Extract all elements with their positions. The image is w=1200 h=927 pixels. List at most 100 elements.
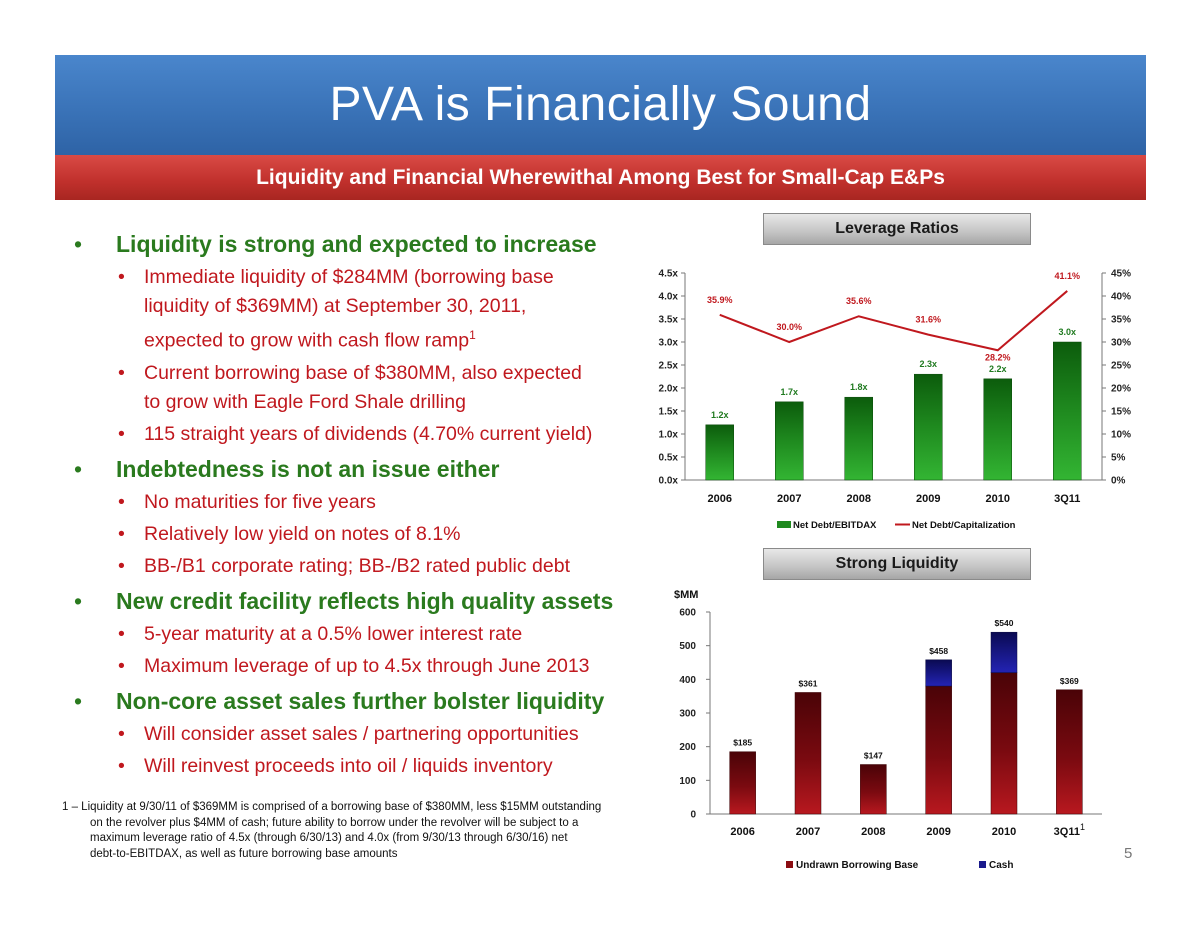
bullet-dot-icon: • <box>74 455 83 482</box>
liquidity-y-label: $MM <box>674 589 698 601</box>
sub-bullet-line: Relatively low yield on notes of 8.1% <box>144 522 461 545</box>
undrawn-borrowing-base-bar <box>860 764 887 815</box>
right-tick-label: 25% <box>1111 361 1131 372</box>
left-tick-label: 2.5x <box>659 361 679 372</box>
leverage-bar <box>983 378 1012 481</box>
sub-bullet-dot-icon: • <box>118 422 125 445</box>
footnote-line: 1 – Liquidity at 9/30/11 of $369MM is co… <box>62 801 602 813</box>
right-tick-label: 20% <box>1111 384 1131 395</box>
liquidity-category-label: 2008 <box>861 826 885 838</box>
y-tick-label: 400 <box>679 675 696 686</box>
leverage-category-label: 2009 <box>916 493 940 505</box>
leverage-bar-label: 1.2x <box>711 410 729 420</box>
sub-bullet-line: Maximum leverage of up to 4.5x through J… <box>144 654 590 677</box>
capitalization-point-label: 41.1% <box>1054 271 1080 281</box>
sub-bullet-dot-icon: • <box>118 554 125 577</box>
liquidity-category-label: 2007 <box>796 826 820 838</box>
capitalization-point-label: 31.6% <box>915 315 941 325</box>
sub-bullet-dot-icon: • <box>118 754 125 777</box>
leverage-bar-label: 3.0x <box>1058 327 1076 337</box>
sub-bullet-dot-icon: • <box>118 490 125 513</box>
sub-bullet-line: BB-/B1 corporate rating; BB-/B2 rated pu… <box>144 554 570 577</box>
footnote-line: maximum leverage ratio of 4.5x (through … <box>90 832 568 844</box>
left-tick-label: 3.0x <box>659 338 679 349</box>
sub-bullet-dot-icon: • <box>118 361 125 384</box>
liquidity-total-label: $147 <box>864 751 883 761</box>
footnote-line: debt-to-EBITDAX, as well as future borro… <box>90 847 398 860</box>
strong-liquidity-chart: $MM 0 100 200 300 400 500 600 $185 2006 $361 2007 $1… <box>674 589 1102 871</box>
left-tick-label: 2.0x <box>659 384 679 395</box>
right-tick-label: 30% <box>1111 338 1131 349</box>
liquidity-category-label: 2010 <box>992 826 1016 838</box>
liquidity-total-label: $540 <box>995 618 1014 628</box>
sub-bullet: • Will reinvest proceeds into oil / liqui… <box>68 752 648 781</box>
right-tick-label: 15% <box>1111 407 1131 418</box>
legend-label-net-debt-ebitdax: Net Debt/EBITDAX <box>793 520 877 531</box>
y-tick-label: 300 <box>679 709 696 720</box>
bullet-dot-icon: • <box>74 687 83 714</box>
cash-bar <box>925 659 952 687</box>
undrawn-borrowing-base-bar <box>1056 689 1083 815</box>
undrawn-borrowing-base-bar <box>794 692 822 815</box>
liquidity-total-label: $369 <box>1060 676 1079 686</box>
left-tick-label: 4.0x <box>659 292 679 303</box>
right-tick-label: 5% <box>1111 453 1126 464</box>
undrawn-borrowing-base-bar <box>925 685 952 815</box>
sub-bullet: • Immediate liquidity of $284MM (borrowin… <box>68 263 648 356</box>
liquidity-category-label: 3Q111 <box>1054 822 1085 838</box>
capitalization-line <box>719 290 1068 352</box>
sub-bullet-dot-icon: • <box>118 722 125 745</box>
liquidity-total-label: $185 <box>733 738 752 748</box>
capitalization-point-label: 35.9% <box>707 295 733 305</box>
y-tick-label: 200 <box>679 742 696 753</box>
leverage-ratios-chart: 0.0x 0.5x 1.0x 1.5x 2.0x 2.5x 3.0x 3.5x 4.0x 4.5x… <box>659 269 1132 532</box>
sub-bullet-line: 115 straight years of dividends (4.70% c… <box>144 422 593 445</box>
slide-subtitle: Liquidity and Financial Wherewithal Amon… <box>256 166 945 189</box>
capitalization-point-label: 30.0% <box>776 322 802 332</box>
sub-bullet-dot-icon: • <box>118 266 125 288</box>
left-tick-label: 0.0x <box>659 476 679 487</box>
leverage-bar-label: 1.8x <box>850 382 868 392</box>
liquidity-total-label: $361 <box>799 678 818 688</box>
bullet-heading: • New credit facility reflects high quali… <box>68 585 648 617</box>
sub-bullet-line: expected to grow with cash flow ramp <box>144 329 470 352</box>
bullet-heading: • Liquidity is strong and expected to inc… <box>68 228 648 260</box>
legend-label-undrawn-borrowing-base: Undrawn Borrowing Base <box>796 860 919 871</box>
leverage-category-label: 2007 <box>777 493 801 505</box>
leverage-bar <box>705 424 734 481</box>
leverage-bar <box>1053 341 1082 481</box>
bullet-heading: • Indebtedness is not an issue either <box>68 453 648 485</box>
footnote-ref: 1 <box>1080 822 1085 832</box>
leverage-bar-label: 2.2x <box>989 364 1007 374</box>
bullet-list: • Liquidity is strong and expected to inc… <box>68 228 648 781</box>
undrawn-borrowing-base-bar <box>729 751 756 815</box>
sub-bullet-line: No maturities for five years <box>144 490 376 513</box>
bullet-heading-text: Non-core asset sales further bolster liq… <box>116 687 605 714</box>
leverage-category-label: 3Q11 <box>1054 493 1080 505</box>
y-tick-label: 0 <box>690 810 696 821</box>
sub-bullet: • BB-/B1 corporate rating; BB-/B2 rated p… <box>68 552 648 581</box>
leverage-bar-label: 2.3x <box>919 359 937 369</box>
sub-bullet: • 5-year maturity at a 0.5% lower interes… <box>68 620 648 649</box>
leverage-chart-title: Leverage Ratios <box>835 220 959 237</box>
legend-swatch-cash <box>979 861 986 868</box>
liquidity-category-label: 2009 <box>926 826 950 838</box>
sub-bullet-dot-icon: • <box>118 622 125 645</box>
footnote-ref: 1 <box>469 328 476 342</box>
legend-swatch-net-debt-ebitdax <box>777 521 791 528</box>
footnote-line: on the revolver plus $4MM of cash; futur… <box>90 816 579 829</box>
sub-bullet: • Maximum leverage of up to 4.5x through … <box>68 652 648 681</box>
sub-bullet-dot-icon: • <box>118 654 125 677</box>
leverage-bar <box>844 396 873 481</box>
right-tick-label: 35% <box>1111 315 1131 326</box>
sub-bullet-line: Will consider asset sales / partnering o… <box>144 722 579 745</box>
footnote: 1 – Liquidity at 9/30/11 of $369MM is co… <box>62 800 682 862</box>
sub-bullet-line: Current borrowing base of $380MM, also e… <box>144 361 582 384</box>
liquidity-total-label: $458 <box>929 646 948 656</box>
y-tick-label: 500 <box>679 641 696 652</box>
cash-bar <box>990 631 1018 673</box>
bullet-heading-text: Liquidity is strong and expected to incr… <box>116 231 597 257</box>
bullet-dot-icon: • <box>74 231 83 257</box>
title-band: PVA is Financially Sound <box>55 55 1146 155</box>
slide-title: PVA is Financially Sound <box>329 78 872 131</box>
